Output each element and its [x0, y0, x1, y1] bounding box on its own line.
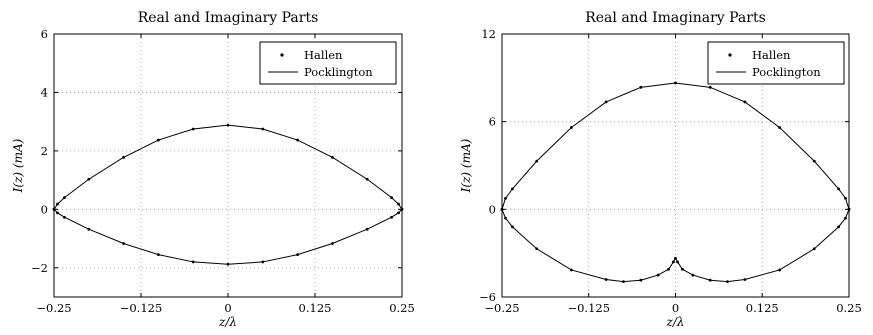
data-point-hallen [191, 260, 195, 264]
data-point-hallen [157, 138, 160, 142]
data-point-hallen [844, 216, 847, 220]
y-tick-label: 12 [481, 27, 496, 41]
data-point-hallen [397, 211, 400, 215]
data-point-hallen [504, 216, 507, 220]
data-point-hallen [570, 126, 573, 129]
data-point-hallen [604, 100, 608, 104]
data-point-hallen [639, 85, 643, 89]
data-point-hallen [331, 242, 334, 245]
legend-marker-hallen [728, 53, 732, 57]
data-point-hallen [226, 123, 230, 127]
data-point-hallen [296, 253, 299, 257]
data-point-hallen [87, 227, 91, 231]
legend-box [259, 41, 397, 85]
y-tick-label: 6 [41, 27, 48, 41]
x-tick-label: −0.25 [484, 301, 519, 315]
x-tick-label: −0.125 [120, 301, 163, 315]
y-tick-label: 0 [489, 202, 496, 216]
data-point-hallen [844, 196, 847, 200]
data-point-hallen [708, 85, 712, 89]
data-point-hallen [570, 268, 573, 272]
y-tick-label: 6 [489, 115, 496, 129]
data-point-hallen [296, 138, 299, 142]
legend-label: Hallen [752, 48, 791, 62]
legend: Hallen Pocklington [259, 41, 397, 85]
legend-label: Pocklington [304, 65, 373, 79]
data-point-hallen [122, 155, 125, 159]
data-point-hallen [87, 177, 91, 181]
x-tick-label: 0 [224, 301, 231, 315]
x-tick-label: −0.25 [36, 301, 71, 315]
legend-label: Hallen [304, 48, 343, 62]
data-point-hallen [676, 260, 679, 264]
data-point-hallen [812, 247, 816, 251]
data-point-hallen [157, 253, 160, 257]
data-point-hallen [56, 202, 59, 206]
y-tick-label: 0 [41, 202, 48, 216]
data-point-hallen [122, 242, 125, 245]
data-point-hallen [691, 273, 695, 277]
data-point-hallen [743, 100, 747, 104]
data-point-hallen [365, 227, 369, 231]
x-tick-label: 0 [672, 301, 679, 315]
data-point-hallen [535, 247, 539, 251]
legend-box [707, 41, 845, 85]
data-point-hallen [726, 280, 729, 284]
data-point-hallen [191, 127, 195, 131]
data-point-hallen [504, 196, 507, 200]
data-point-hallen [511, 187, 514, 191]
y-axis-label: I(z) (mA) [459, 138, 473, 193]
data-point-hallen [63, 196, 66, 200]
data-point-hallen [674, 81, 677, 85]
x-tick-label: 0.125 [299, 301, 332, 315]
data-point-hallen [622, 280, 625, 284]
x-axis-label: z/λ [218, 315, 237, 329]
y-tick-label: −2 [31, 261, 48, 275]
data-point-hallen [639, 278, 643, 282]
y-axis-label: I(z) (mA) [11, 138, 25, 193]
data-point-hallen [397, 202, 400, 206]
data-point-hallen [681, 267, 684, 271]
data-point-hallen [63, 215, 66, 219]
y-tick-label: −6 [479, 290, 496, 304]
data-point-hallen [812, 159, 816, 163]
data-point-hallen [674, 256, 677, 260]
data-point-hallen [837, 187, 840, 191]
data-point-hallen [390, 196, 393, 200]
y-tick-label: 4 [41, 85, 48, 99]
data-point-hallen [56, 211, 59, 215]
data-point-hallen [226, 262, 230, 266]
chart-title: Real and Imaginary Parts [585, 10, 766, 26]
data-point-hallen [667, 267, 670, 271]
legend-label: Pocklington [752, 65, 821, 79]
data-point-hallen [778, 268, 781, 272]
data-point-hallen [743, 278, 747, 281]
data-point-hallen [365, 177, 369, 181]
chart-title: Real and Imaginary Parts [138, 10, 319, 26]
data-point-hallen [656, 273, 660, 277]
chart-panel-1: −0.25 −0.125 0 0.125 0.25 −2 0 2 4 6 Real and Imag… [11, 10, 415, 329]
data-point-hallen [331, 155, 334, 159]
data-point-hallen [708, 278, 712, 282]
data-point-hallen [778, 126, 781, 129]
x-tick-label: 0.25 [389, 301, 415, 315]
data-point-hallen [535, 159, 539, 163]
data-point-hallen [390, 215, 393, 219]
data-point-hallen [672, 260, 675, 264]
data-point-hallen [261, 127, 265, 131]
x-tick-label: 0.125 [746, 301, 779, 315]
data-point-hallen [511, 225, 514, 229]
x-tick-label: 0.25 [836, 301, 862, 315]
data-point-hallen [837, 225, 840, 229]
legend: Hallen Pocklington [707, 41, 845, 85]
legend-marker-hallen [280, 53, 284, 57]
y-tick-label: 2 [41, 144, 48, 158]
data-point-hallen [604, 278, 608, 281]
data-point-hallen [261, 260, 265, 264]
x-tick-label: −0.125 [567, 301, 610, 315]
chart-panel-2: −0.25 −0.125 0 0.125 0.25 −6 0 6 12 Real and Imag… [459, 10, 862, 329]
x-axis-label: z/λ [666, 315, 685, 329]
